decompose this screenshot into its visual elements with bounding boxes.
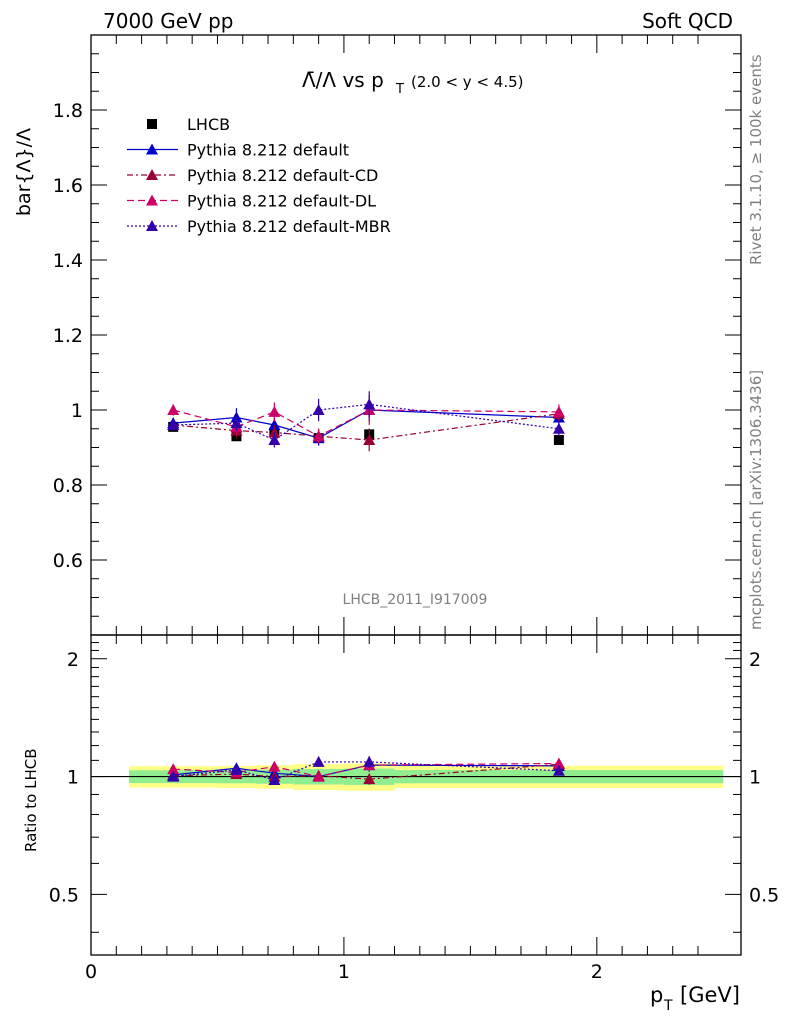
point-mbr-2	[268, 434, 281, 445]
y-tick-label-0: 0.6	[53, 550, 83, 572]
point-dl-0	[167, 404, 180, 415]
legend-entry-cd: Pythia 8.212 default-CD	[127, 166, 378, 185]
legend-label-data: LHCB	[187, 115, 230, 134]
legend-marker-default	[146, 143, 158, 155]
point-cd-4	[363, 434, 376, 445]
mcplots-label: mcplots.cern.ch [arXiv:1306.3436]	[747, 370, 765, 630]
ratio-point-dl-5	[552, 757, 565, 769]
ratio-point-mbr-4	[363, 755, 376, 767]
series-layer	[167, 391, 565, 452]
y-tick-label-2: 1	[71, 400, 83, 422]
series-mbr	[167, 391, 565, 448]
legend-marker-dl	[146, 194, 158, 206]
legend-entry-mbr: Pythia 8.212 default-MBR	[127, 217, 391, 236]
point-dl-2	[268, 405, 281, 417]
x-tick-label-1: 1	[338, 961, 350, 983]
point-data-5	[553, 435, 564, 445]
ratio-point-mbr-2	[268, 773, 281, 785]
y-axis-label: bar{Λ}/Λ	[13, 128, 35, 216]
ratio-point-cd-4	[363, 773, 376, 785]
ratio-plot-frame	[90, 634, 742, 956]
analysis-watermark: LHCB_2011_I917009	[343, 592, 488, 608]
ratio-y-axis-label: Ratio to LHCB	[22, 748, 40, 852]
ratio-point-mbr-3	[312, 755, 325, 767]
y-tick-label-5: 1.6	[53, 175, 83, 197]
chart-title-sub: T	[395, 82, 404, 97]
x-axis-label-sub: T	[663, 998, 673, 1014]
series-line-mbr	[173, 403, 559, 441]
point-cd-2	[268, 426, 281, 438]
rivet-label: Rivet 3.1.10, ≥ 100k events	[747, 54, 765, 265]
header-left: 7000 GeV pp	[103, 9, 234, 33]
point-mbr-3	[312, 404, 325, 415]
x-axis-label: p T [GeV]	[650, 983, 740, 1014]
chart-title-range: (2.0 < y < 4.5)	[411, 73, 524, 91]
series-line-default	[173, 409, 559, 439]
ratio-point-mbr-5	[552, 764, 565, 776]
ratio-tick-label-right-2: 2	[749, 649, 761, 671]
chart-title: Λ̄/Λ vs p T (2.0 < y < 4.5)	[302, 68, 524, 97]
ratio-point-dl-0	[167, 763, 180, 775]
point-mbr-0	[167, 419, 180, 430]
ratio-tick-label-right-0: 0.5	[749, 884, 779, 906]
ratio-series-mbr	[167, 755, 565, 785]
legend-label-default: Pythia 8.212 default	[187, 141, 349, 160]
ratio-line-default	[173, 764, 559, 778]
y-tick-label-6: 1.8	[53, 100, 83, 122]
legend-marker-mbr	[146, 220, 158, 231]
axes-ticks: 0.6 0.8 1 1.2 1.4 1.6 1.8 0 1 2 0.5 0.5 1 1 2 2	[49, 35, 779, 983]
x-tick-label-0: 0	[85, 961, 97, 983]
ratio-line-cd	[173, 763, 559, 780]
legend-entry-data: LHCB	[147, 115, 230, 134]
point-dl-3	[312, 430, 325, 442]
chart-title-main: Λ̄/Λ vs p	[302, 68, 384, 92]
ratio-tick-label-left-0: 0.5	[49, 884, 79, 906]
plot-frames	[90, 34, 742, 956]
ratio-tick-label-left-1: 1	[67, 767, 79, 789]
ratio-tick-label-right-1: 1	[749, 767, 761, 789]
legend-label-cd: Pythia 8.212 default-CD	[187, 166, 378, 185]
y-tick-label-3: 1.2	[53, 325, 83, 347]
ratio-point-mbr-1	[230, 763, 243, 775]
ratio-point-dl-2	[268, 760, 281, 772]
x-axis-label-main: p	[650, 983, 663, 1007]
legend-marker-data	[147, 119, 157, 129]
ratio-tick-label-left-2: 2	[67, 649, 79, 671]
ratio-series-layer	[91, 755, 741, 785]
series-line-cd	[173, 413, 559, 441]
x-tick-label-2: 2	[591, 961, 603, 983]
legend-marker-cd	[146, 169, 158, 180]
point-mbr-1	[230, 417, 243, 429]
legend-entry-default: Pythia 8.212 default	[127, 141, 349, 160]
ratio-point-mbr-0	[167, 770, 180, 782]
header-right: Soft QCD	[642, 9, 733, 33]
legend-label-mbr: Pythia 8.212 default-MBR	[187, 217, 391, 236]
y-tick-label-4: 1.4	[53, 250, 83, 272]
y-tick-label-1: 0.8	[53, 475, 83, 497]
ratio-line-mbr	[173, 761, 559, 781]
point-mbr-5	[552, 422, 565, 434]
legend: LHCB Pythia 8.212 default Pythia 8.212 def…	[127, 115, 391, 236]
point-dl-5	[552, 405, 565, 417]
ratio-line-dl	[173, 762, 559, 778]
point-mbr-4	[363, 398, 376, 410]
legend-entry-dl: Pythia 8.212 default-DL	[127, 192, 376, 211]
ratio-point-dl-3	[312, 770, 325, 782]
x-axis-label-unit: [GeV]	[680, 983, 740, 1007]
series-line-dl	[173, 409, 559, 437]
point-default-2	[268, 419, 281, 430]
legend-label-dl: Pythia 8.212 default-DL	[187, 192, 376, 211]
